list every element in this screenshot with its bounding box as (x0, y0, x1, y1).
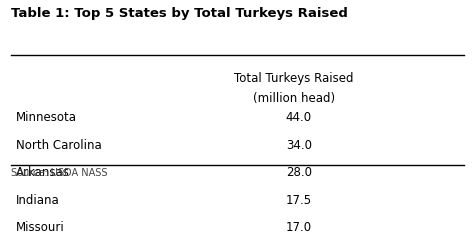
Text: Indiana: Indiana (16, 194, 59, 207)
Text: Table 1: Top 5 States by Total Turkeys Raised: Table 1: Top 5 States by Total Turkeys R… (11, 7, 348, 20)
Text: Arkansas: Arkansas (16, 166, 69, 179)
Text: Missouri: Missouri (16, 221, 64, 234)
Text: North Carolina: North Carolina (16, 139, 101, 152)
Text: 28.0: 28.0 (286, 166, 312, 179)
Text: Total Turkeys Raised: Total Turkeys Raised (235, 72, 354, 85)
Text: 34.0: 34.0 (286, 139, 312, 152)
Text: 17.0: 17.0 (286, 221, 312, 234)
Text: 17.5: 17.5 (286, 194, 312, 207)
Text: 44.0: 44.0 (286, 111, 312, 124)
Text: Source: USDA NASS: Source: USDA NASS (11, 168, 107, 178)
Text: Minnesota: Minnesota (16, 111, 76, 124)
Text: (million head): (million head) (253, 92, 335, 105)
